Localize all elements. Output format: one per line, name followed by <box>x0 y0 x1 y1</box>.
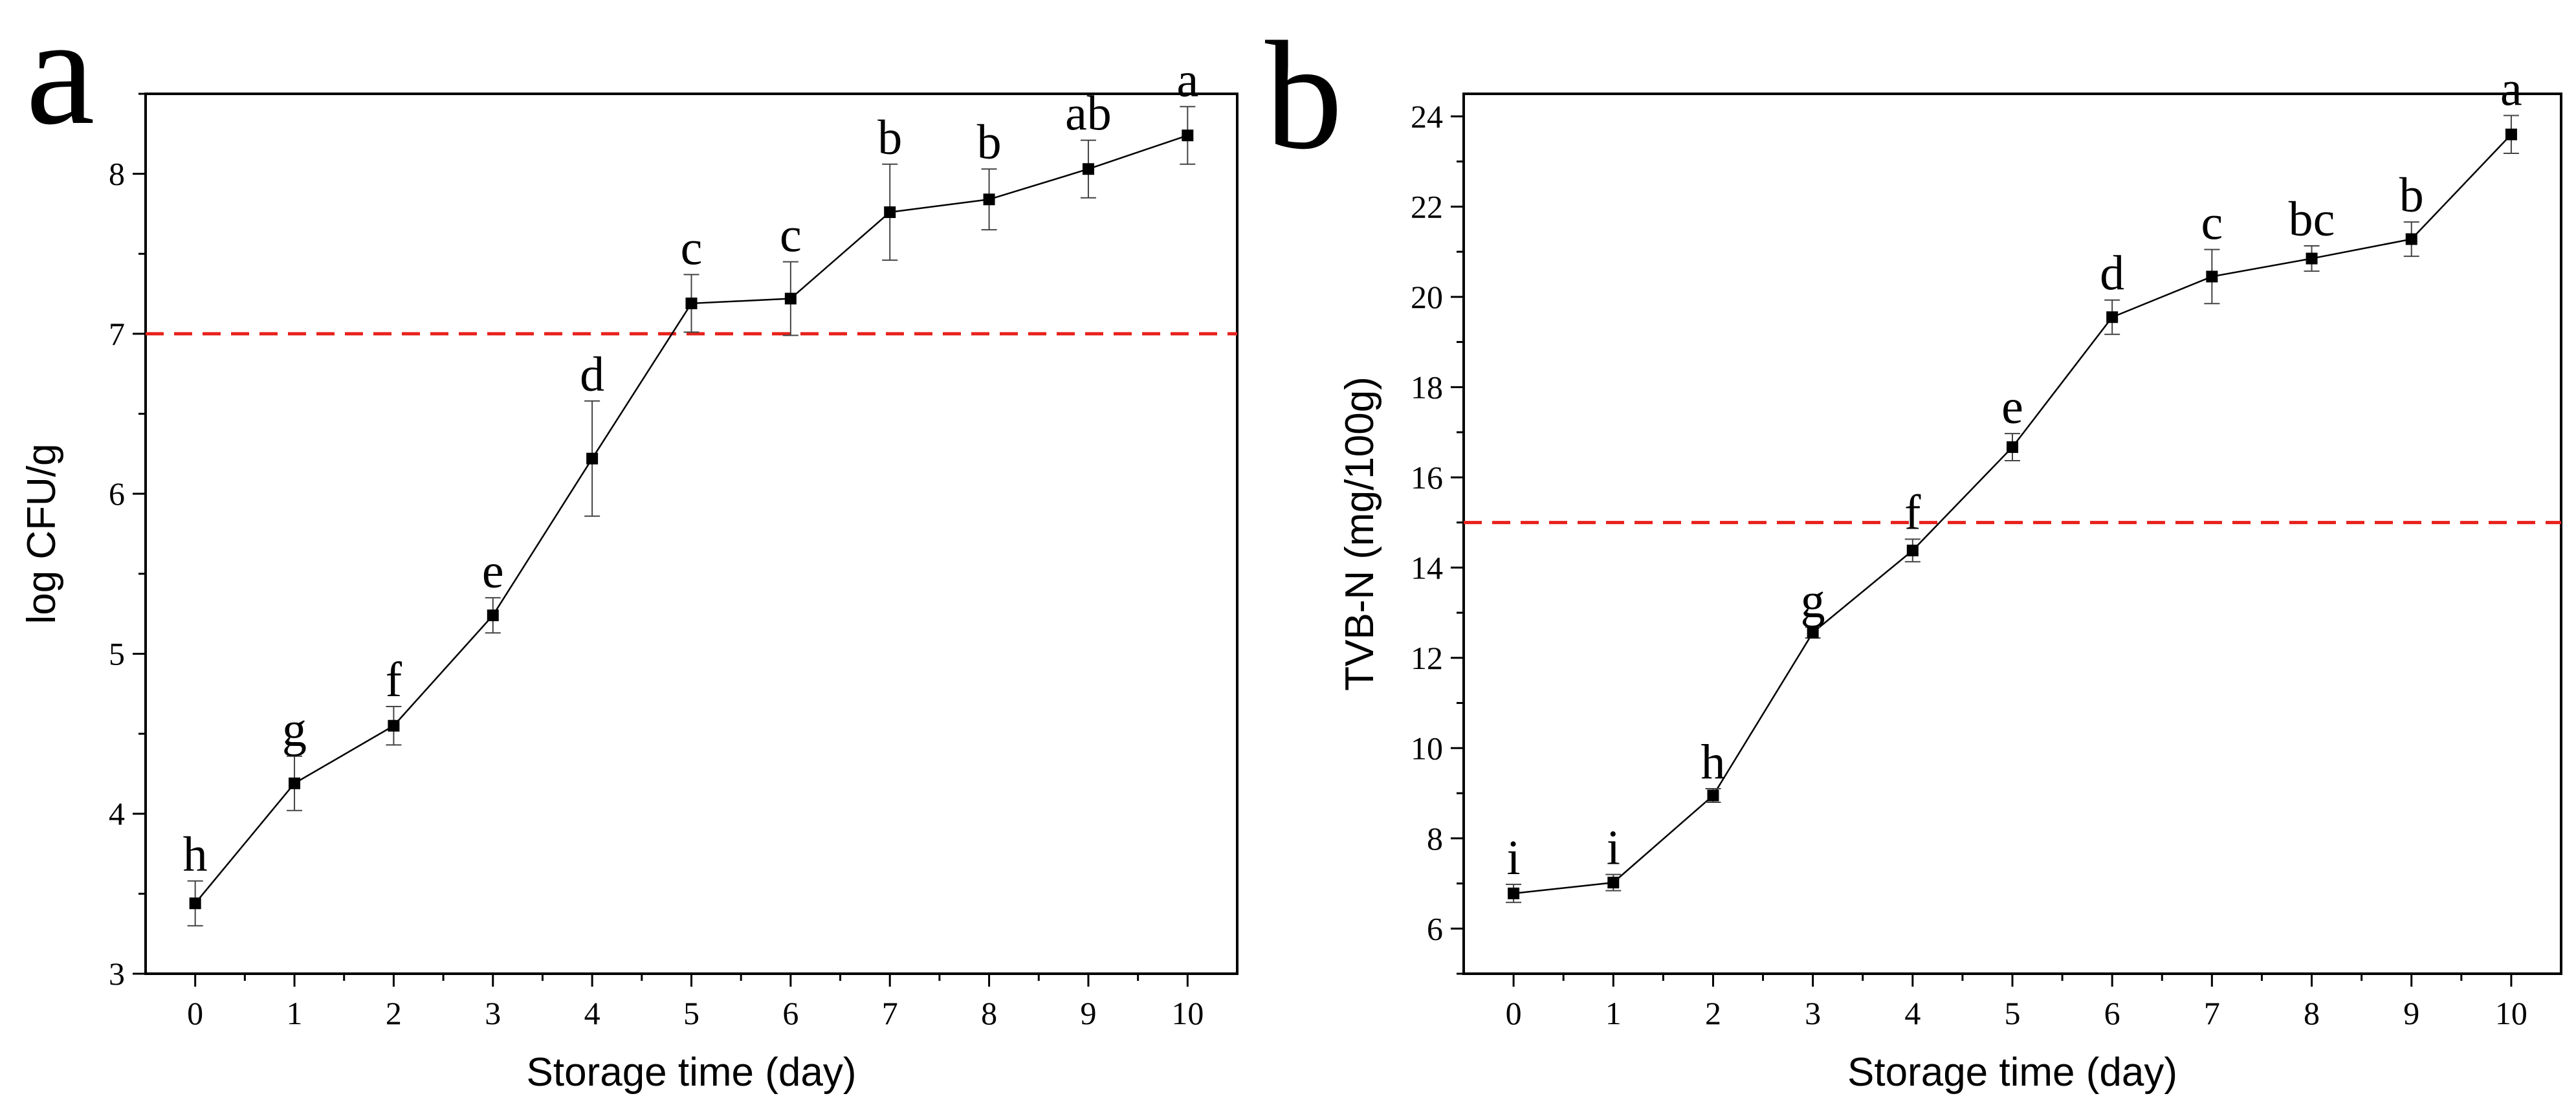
b-y-tick-label: 24 <box>1411 98 1443 135</box>
b-data-point <box>2106 311 2119 323</box>
panel-a-chart: a 0 1 2 3 4 5 6 7 8 9 10 3 4 5 6 7 8 h g f e d c c b b ab a Storag… <box>19 0 1238 1095</box>
a-x-tick-label: 3 <box>485 995 501 1031</box>
a-x-tick-label: 1 <box>287 995 303 1031</box>
b-x-tick-label: 8 <box>2304 995 2320 1031</box>
panel-b-plot-frame <box>1462 93 2562 975</box>
b-data-point <box>2306 252 2318 265</box>
a-data-point <box>189 897 201 910</box>
a-x-tick-label: 9 <box>1080 995 1096 1031</box>
b-y-tick-label: 14 <box>1411 549 1443 586</box>
a-x-tick-label: 7 <box>882 995 898 1031</box>
b-data-point <box>2007 441 2018 454</box>
b-y-tick-label: 8 <box>1427 820 1443 857</box>
a-x-tick-label: 0 <box>187 995 203 1031</box>
b-x-tick-label: 7 <box>2204 995 2220 1031</box>
b-data-point <box>2505 128 2517 140</box>
a-x-tick-label: 8 <box>981 995 997 1031</box>
panel-a-series: h g f e d c c b b ab a <box>183 53 1198 926</box>
b-significance-label: d <box>2100 247 2124 301</box>
b-data-point <box>1707 789 1719 802</box>
b-x-tick-label: 9 <box>2403 995 2419 1031</box>
panel-b-label: b <box>1265 9 1343 181</box>
a-data-point <box>1082 163 1094 175</box>
b-data-point <box>1807 626 1819 639</box>
panel-a-x-axis-title: Storage time (day) <box>527 1050 857 1095</box>
a-significance-label: a <box>1176 53 1198 107</box>
b-x-tick-label: 5 <box>2005 995 2021 1031</box>
b-x-tick-label: 4 <box>1904 995 1921 1031</box>
a-significance-label: f <box>386 653 402 707</box>
a-data-point <box>586 452 599 465</box>
a-y-tick-label: 3 <box>109 956 125 992</box>
b-data-point <box>2206 270 2218 283</box>
b-series-line <box>1513 133 2512 895</box>
a-y-tick-label: 4 <box>109 796 125 832</box>
a-significance-label: e <box>482 544 504 598</box>
panel-b-series: i i h g f e d c bc b a <box>1506 61 2522 903</box>
a-x-tick-label: 6 <box>782 995 798 1031</box>
a-x-tick-label: 2 <box>386 995 402 1031</box>
b-data-point <box>1607 877 1620 889</box>
panel-a-label: a <box>26 0 95 157</box>
a-significance-label: g <box>282 703 307 757</box>
a-data-point <box>487 609 499 622</box>
a-y-tick-label: 8 <box>109 156 125 192</box>
a-significance-label: b <box>977 115 1002 170</box>
a-data-point <box>388 719 400 732</box>
b-significance-label: g <box>1801 573 1825 628</box>
b-y-tick-label: 18 <box>1411 369 1443 405</box>
b-significance-label: i <box>1607 821 1620 875</box>
b-significance-label: h <box>1701 735 1725 789</box>
b-y-tick-label: 10 <box>1411 730 1443 766</box>
b-significance-label: i <box>1507 831 1521 885</box>
a-data-point <box>784 292 797 305</box>
a-data-point <box>1182 129 1194 142</box>
b-data-point <box>2405 233 2417 245</box>
a-data-point <box>289 777 301 789</box>
panel-b-x-axis-title: Storage time (day) <box>1847 1050 2177 1095</box>
b-y-tick-label: 6 <box>1427 910 1443 947</box>
panel-a-y-axis-title: log CFU/g <box>19 443 64 624</box>
b-significance-label: f <box>1904 485 1921 540</box>
b-x-tick-label: 0 <box>1506 995 1522 1031</box>
a-data-point <box>884 206 896 218</box>
b-x-tick-label: 10 <box>2495 995 2527 1031</box>
b-significance-label: bc <box>2289 192 2335 247</box>
b-y-tick-label: 20 <box>1411 279 1443 315</box>
b-x-tick-label: 3 <box>1805 995 1821 1031</box>
a-data-point <box>983 193 995 206</box>
b-significance-label: c <box>2201 196 2223 250</box>
a-x-tick-label: 5 <box>683 995 699 1031</box>
a-x-tick-label: 4 <box>584 995 600 1031</box>
panel-b-y-axis-title: TVB-N (mg/100g) <box>1338 377 1382 691</box>
b-significance-label: b <box>2399 168 2424 223</box>
b-y-tick-label: 22 <box>1411 188 1443 225</box>
b-x-tick-label: 6 <box>2104 995 2120 1031</box>
a-significance-label: d <box>580 347 604 402</box>
a-significance-label: ab <box>1065 87 1112 141</box>
b-x-tick-label: 2 <box>1705 995 1721 1031</box>
a-data-point <box>685 297 698 309</box>
a-y-tick-label: 5 <box>109 635 125 672</box>
a-significance-label: c <box>681 221 703 275</box>
a-significance-label: h <box>183 828 208 882</box>
b-y-tick-label: 12 <box>1411 640 1443 676</box>
b-y-tick-label: 16 <box>1411 459 1443 496</box>
b-data-point <box>1508 887 1520 899</box>
a-significance-label: b <box>877 111 902 165</box>
b-significance-label: a <box>2500 61 2522 116</box>
a-significance-label: c <box>780 208 802 263</box>
a-y-tick-label: 7 <box>109 316 125 352</box>
a-y-tick-label: 6 <box>109 476 125 512</box>
a-x-tick-label: 10 <box>1171 995 1204 1031</box>
b-significance-label: e <box>2001 380 2023 434</box>
b-data-point <box>1906 544 1919 556</box>
panel-a-ticks: 0 1 2 3 4 5 6 7 8 9 10 3 4 5 6 7 8 <box>109 93 1204 1031</box>
b-x-tick-label: 1 <box>1605 995 1622 1031</box>
